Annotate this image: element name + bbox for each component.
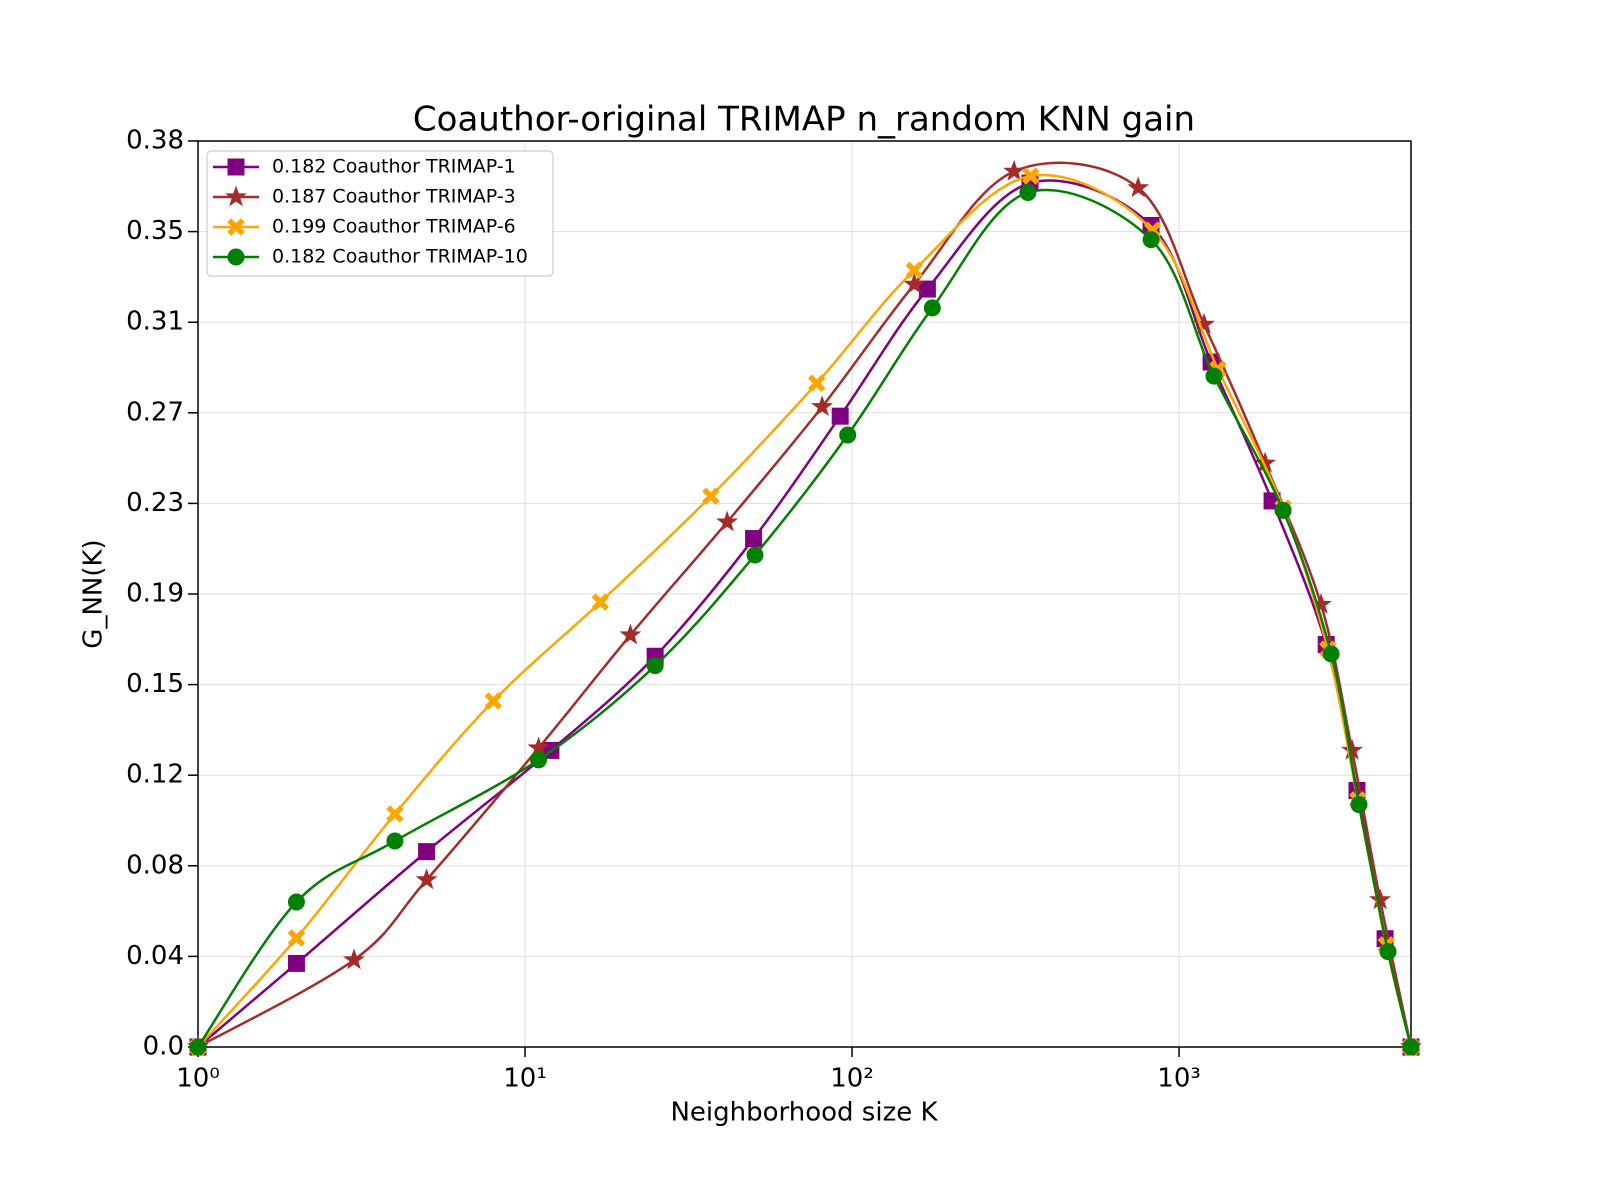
legend-box [206, 150, 554, 277]
marker [1022, 167, 1040, 185]
marker [808, 374, 826, 392]
marker [1369, 888, 1392, 910]
marker [1019, 184, 1037, 202]
marker [702, 487, 720, 505]
marker [839, 426, 857, 444]
legend-label: 0.187 Coauthor TRIMAP-3 [272, 186, 516, 208]
marker [1274, 501, 1292, 519]
marker [227, 158, 245, 176]
marker [287, 893, 305, 911]
y-tick-label: 0.35 [126, 216, 184, 246]
marker [189, 1038, 207, 1056]
marker [484, 692, 503, 710]
marker [746, 546, 764, 564]
marker [225, 185, 247, 207]
marker [646, 657, 664, 675]
y-tick-label: 0.04 [126, 941, 184, 971]
marker [811, 395, 834, 417]
marker [903, 272, 926, 294]
y-tick-label: 0.38 [126, 126, 184, 156]
marker [1322, 645, 1340, 663]
marker [1142, 231, 1160, 249]
y-tick-label: 0.31 [126, 307, 184, 337]
y-tick-label: 0.23 [126, 488, 184, 518]
marker [1205, 367, 1223, 385]
series [189, 184, 1420, 1056]
legend-label: 0.182 Coauthor TRIMAP-10 [272, 246, 528, 268]
marker [1341, 738, 1364, 760]
chart-title: Coauthor-original TRIMAP n_random KNN ga… [413, 100, 1195, 140]
x-tick-label: 10⁰ [176, 1064, 220, 1094]
marker [918, 280, 936, 298]
marker [1193, 312, 1215, 334]
x-tick-label: 10³ [1157, 1064, 1201, 1094]
series-line [197, 161, 1413, 1049]
y-axis-label: G_NN(K) [79, 539, 109, 648]
y-tick-label: 0.19 [126, 579, 184, 609]
y-tick-label: 0.12 [126, 760, 184, 790]
series [189, 174, 1420, 1056]
marker [745, 530, 763, 548]
plot-frame [197, 140, 1412, 1048]
legend: 0.182 Coauthor TRIMAP-1 0.187 Coauthor TR… [206, 150, 554, 277]
marker [1127, 176, 1150, 198]
series-line [197, 173, 1413, 1048]
marker [530, 751, 548, 769]
marker [343, 948, 365, 970]
marker [1350, 796, 1368, 814]
legend-label: 0.182 Coauthor TRIMAP-1 [272, 156, 516, 178]
marker [716, 510, 739, 532]
marker [415, 868, 438, 890]
marker [619, 623, 642, 645]
y-tick-label: 0.08 [126, 850, 184, 880]
marker [923, 299, 941, 317]
marker [227, 218, 245, 236]
marker [1003, 159, 1026, 181]
marker [418, 843, 436, 861]
marker [1402, 1038, 1420, 1056]
series-line [196, 188, 1413, 1048]
series-line [197, 179, 1413, 1048]
y-tick-label: 0.27 [126, 397, 184, 427]
marker [287, 929, 306, 947]
marker [287, 954, 305, 972]
x-tick-label: 10¹ [503, 1064, 547, 1094]
marker [1379, 943, 1397, 961]
series [189, 167, 1420, 1056]
y-tick-label: 0.15 [126, 669, 184, 699]
x-tick-label: 10² [830, 1064, 874, 1094]
marker [386, 832, 404, 850]
marker [386, 805, 404, 823]
marker [905, 261, 923, 279]
marker [591, 593, 610, 611]
marker [227, 248, 245, 266]
marker [831, 407, 849, 425]
x-axis-label: Neighborhood size K [670, 1098, 938, 1128]
y-tick-label: 0.0 [143, 1032, 184, 1062]
series [187, 159, 1422, 1057]
legend-label: 0.199 Coauthor TRIMAP-6 [272, 216, 516, 238]
